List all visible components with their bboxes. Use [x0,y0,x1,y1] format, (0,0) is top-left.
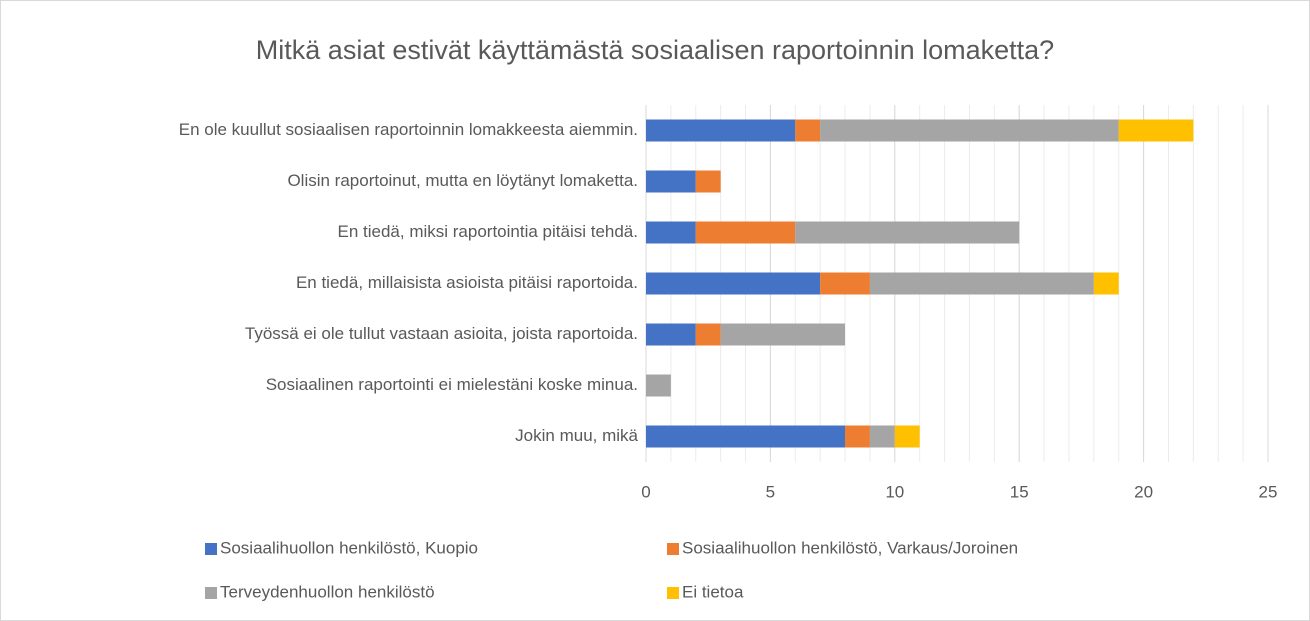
x-tick-label: 25 [1259,482,1278,501]
bar-segment [646,119,796,142]
bar-segment [720,323,846,346]
bar-segment [894,425,920,448]
bar-segment [695,221,796,244]
bar-segment [820,272,870,295]
legend-label: Terveydenhuollon henkilöstö [220,582,435,601]
bar-segment [869,272,1094,295]
bar-segment [1093,272,1119,295]
legend-swatch [667,587,679,599]
bar-segment [646,374,671,397]
bar-segment [795,119,821,142]
bar-segment [646,170,696,193]
bar-segment [845,425,870,448]
legend-swatch [205,587,217,599]
bar-segment [695,323,721,346]
bar-segment [1118,119,1194,142]
bar-segment [646,323,696,346]
legend-label: Sosiaalihuollon henkilöstö, Kuopio [220,538,478,557]
legend-label: Sosiaalihuollon henkilöstö, Varkaus/Joro… [682,538,1018,557]
bar-segment [869,425,895,448]
bar-segment [695,170,721,193]
x-tick-label: 0 [641,482,650,501]
bar-segment [795,221,1020,244]
bar-segment [646,272,821,295]
chart-title: Mitkä asiat estivät käyttämästä sosiaali… [256,35,1054,65]
x-tick-label: 20 [1134,482,1153,501]
y-tick-label: En tiedä, miksi raportointia pitäisi teh… [338,222,639,241]
bar-segment [646,425,846,448]
y-tick-label: Sosiaalinen raportointi ei mielestäni ko… [266,375,638,394]
y-tick-label: Työssä ei ole tullut vastaan asioita, jo… [245,324,638,343]
bar-segment [646,221,696,244]
x-tick-label: 15 [1010,482,1029,501]
x-tick-label: 5 [766,482,775,501]
legend-swatch [205,543,217,555]
y-tick-label: Olisin raportoinut, mutta en löytänyt lo… [287,171,638,190]
bar-segment [820,119,1119,142]
legend-label: Ei tietoa [682,582,744,601]
y-tick-label: En ole kuullut sosiaalisen raportoinnin … [179,120,638,139]
legend-swatch [667,543,679,555]
x-tick-label: 10 [885,482,904,501]
y-tick-label: En tiedä, millaisista asioista pitäisi r… [296,273,638,292]
y-tick-label: Jokin muu, mikä [515,426,638,445]
